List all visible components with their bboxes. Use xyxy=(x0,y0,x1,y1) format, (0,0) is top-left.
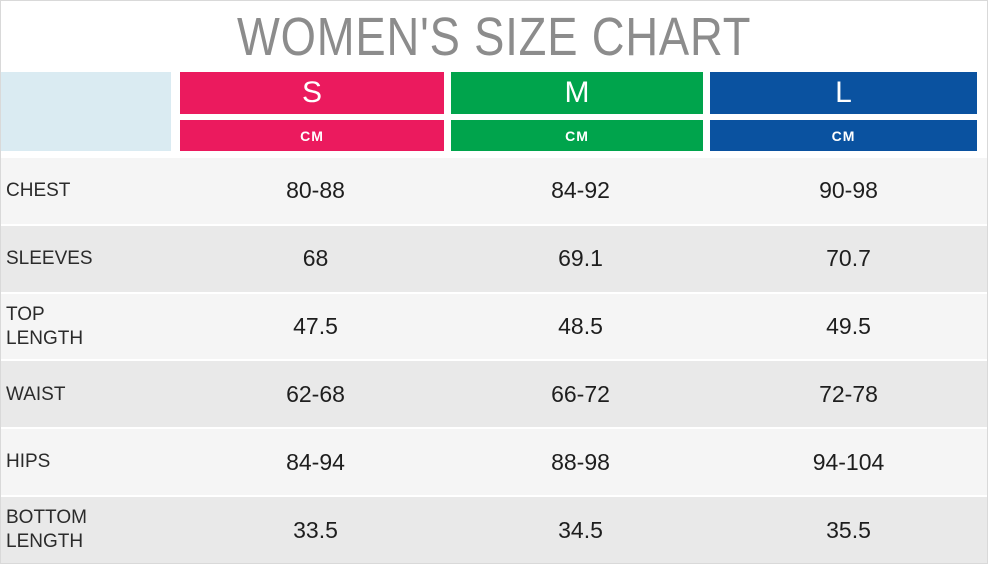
cell-value: 68 xyxy=(302,245,329,272)
cell-value: 62-68 xyxy=(286,380,345,407)
cell-value: 48.5 xyxy=(558,313,603,340)
unit-header-l: CM xyxy=(710,120,987,151)
cell-value: 70.7 xyxy=(826,245,871,272)
cell-value: 69.1 xyxy=(558,245,603,272)
size-column-header-m: M xyxy=(451,72,710,114)
table-row-bottom-length: BOTTOM LENGTH 33.5 34.5 35.5 xyxy=(1,497,987,563)
cell-value: 47.5 xyxy=(293,313,338,340)
cell-value: 80-88 xyxy=(286,177,345,204)
corner-cell xyxy=(1,72,180,151)
cell-value: 35.5 xyxy=(826,516,871,543)
cell-value: 94-104 xyxy=(812,448,885,475)
row-label: CHEST xyxy=(6,180,71,202)
cell-value: 66-72 xyxy=(551,380,610,407)
cell-value: 84-94 xyxy=(286,448,345,475)
row-label: BOTTOM LENGTH xyxy=(6,507,87,553)
cell-value: 88-98 xyxy=(551,448,610,475)
cell-value: 72-78 xyxy=(819,380,878,407)
row-label: HIPS xyxy=(6,451,51,473)
table-row-hips: HIPS 84-94 88-98 94-104 xyxy=(1,429,987,498)
table-row-chest: CHEST 80-88 84-92 90-98 xyxy=(1,158,987,226)
cell-value: 90-98 xyxy=(819,177,878,204)
table-row-top-length: TOP LENGTH 47.5 48.5 49.5 xyxy=(1,293,987,362)
table-row-waist: WAIST 62-68 66-72 72-78 xyxy=(1,361,987,430)
row-label: SLEEVES xyxy=(6,247,93,269)
table-row-sleeves: SLEEVES 68 69.1 70.7 xyxy=(1,225,987,294)
cell-value: 34.5 xyxy=(558,516,603,543)
size-column-header-l: L xyxy=(710,72,987,114)
cell-value: 49.5 xyxy=(826,313,871,340)
cell-value: 84-92 xyxy=(551,177,610,204)
row-label: TOP LENGTH xyxy=(6,303,84,349)
table-body: CHEST 80-88 84-92 90-98 SLEEVES 68 69.1 … xyxy=(1,158,987,563)
row-label: WAIST xyxy=(6,383,66,405)
title-bar: WOMEN'S SIZE CHART xyxy=(1,1,987,72)
unit-header-m: CM xyxy=(451,120,710,151)
unit-header-s: CM xyxy=(180,120,451,151)
cell-value: 33.5 xyxy=(293,516,338,543)
page-title: WOMEN'S SIZE CHART xyxy=(236,6,752,67)
size-column-header-s: S xyxy=(180,72,451,114)
table-header: S M L CM CM CM xyxy=(1,72,987,151)
header-body-spacer xyxy=(1,151,987,158)
